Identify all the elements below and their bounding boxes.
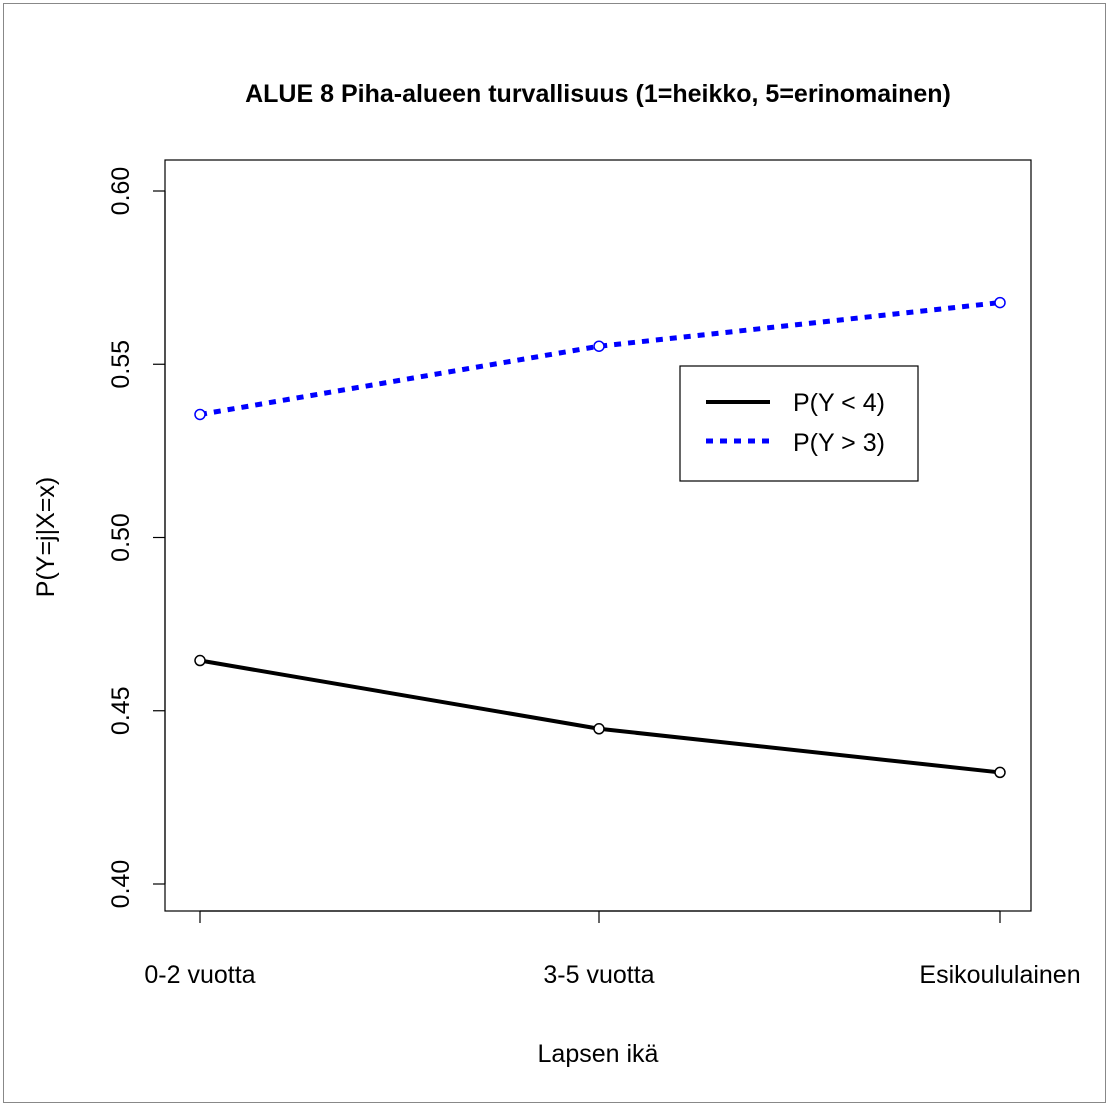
x-axis: 0-2 vuotta 3-5 vuotta Esikoululainen <box>144 910 1081 989</box>
y-tick-label: 0.55 <box>107 340 135 389</box>
x-tick-label: 0-2 vuotta <box>144 961 255 989</box>
legend: P(Y < 4) P(Y > 3) <box>679 365 919 482</box>
y-tick-label: 0.45 <box>107 686 135 735</box>
series-1-point <box>593 723 605 735</box>
y-tick-label: 0.60 <box>107 167 135 216</box>
series-1-point <box>194 654 206 667</box>
series-line-1 <box>199 658 1001 775</box>
plot-area-box <box>164 159 1032 912</box>
x-axis-label: Lapsen ikä <box>538 1040 659 1068</box>
series-line-2 <box>199 300 1001 417</box>
y-tick-label: 0.50 <box>107 513 135 562</box>
chart-title: ALUE 8 Piha-alueen turvallisuus (1=heikk… <box>245 80 951 108</box>
y-axis-label: P(Y=j|X=x) <box>32 477 60 597</box>
series-layer <box>194 296 1006 779</box>
legend-label-series-2: P(Y > 3) <box>793 429 885 457</box>
series-2-point <box>194 408 206 421</box>
chart-frame <box>3 3 1106 1103</box>
x-tick-label: 3-5 vuotta <box>543 961 654 989</box>
y-axis: 0.40 0.45 0.50 0.55 0.60 <box>107 167 166 909</box>
series-1-point <box>994 766 1006 779</box>
legend-label-series-1: P(Y < 4) <box>793 389 885 417</box>
y-tick-label: 0.40 <box>107 860 135 909</box>
series-2-point <box>994 296 1006 309</box>
x-tick-label: Esikoululainen <box>919 961 1080 989</box>
legend-box <box>679 365 919 482</box>
series-2-point <box>593 340 605 352</box>
